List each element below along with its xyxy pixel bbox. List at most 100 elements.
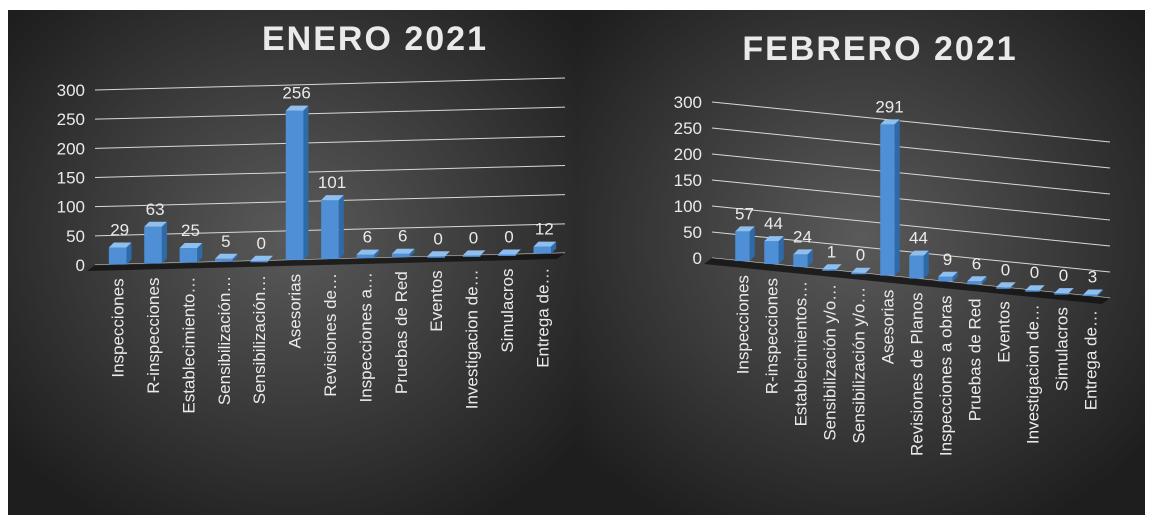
y-tick-label: 0 bbox=[693, 249, 702, 268]
data-label: 0 bbox=[1001, 260, 1010, 279]
bar-top bbox=[498, 249, 521, 255]
grid-line bbox=[711, 179, 1111, 221]
data-label: 24 bbox=[793, 227, 812, 246]
bar bbox=[179, 248, 198, 263]
x-tick-label: R-inspecciones bbox=[763, 278, 782, 394]
y-tick-label: 50 bbox=[66, 227, 85, 246]
bar bbox=[250, 260, 269, 263]
bar-top bbox=[427, 251, 450, 257]
bar-side bbox=[1097, 289, 1103, 297]
bar-top bbox=[880, 119, 900, 125]
bar-side bbox=[981, 276, 987, 285]
floor bbox=[87, 253, 565, 271]
x-tick-label: Investigacion de… bbox=[463, 269, 482, 409]
data-label: 101 bbox=[318, 173, 346, 192]
y-tick-label: 150 bbox=[674, 171, 702, 190]
x-tick-label: Eventos bbox=[995, 301, 1014, 362]
data-label: 63 bbox=[146, 200, 165, 219]
bar bbox=[108, 247, 127, 265]
bar-top bbox=[851, 267, 871, 273]
bar-top bbox=[250, 255, 274, 261]
grid-line bbox=[94, 106, 566, 120]
y-tick-label: 50 bbox=[683, 223, 702, 242]
data-label: 25 bbox=[181, 221, 200, 240]
data-label: 0 bbox=[856, 246, 865, 265]
data-label: 0 bbox=[469, 228, 478, 247]
chart-title: FEBRERO 2021 bbox=[742, 30, 1017, 68]
bar bbox=[462, 255, 481, 257]
bar-top bbox=[533, 241, 557, 247]
x-tick-label: Pruebas de Red bbox=[392, 271, 411, 394]
data-label: 0 bbox=[1030, 263, 1039, 282]
bar-top bbox=[793, 249, 813, 255]
bar bbox=[967, 281, 982, 285]
bar-side bbox=[338, 195, 344, 259]
x-tick-label: Establecimiento… bbox=[179, 277, 198, 414]
x-tick-label: Establecimientos… bbox=[792, 281, 811, 427]
grid-line bbox=[711, 153, 1111, 195]
data-label: 1 bbox=[827, 242, 836, 261]
data-label: 0 bbox=[256, 234, 265, 253]
bar-top bbox=[822, 264, 842, 270]
data-label: 6 bbox=[398, 227, 407, 246]
bar-top bbox=[321, 195, 344, 201]
data-label: 256 bbox=[282, 84, 310, 103]
y-tick-label: 200 bbox=[57, 139, 85, 158]
x-tick-label: R-inspecciones bbox=[144, 278, 163, 394]
grid-line bbox=[711, 205, 1111, 247]
bar-top bbox=[1083, 289, 1103, 295]
x-tick-label: Entrega de… bbox=[533, 268, 552, 368]
bar bbox=[321, 200, 339, 259]
bar bbox=[822, 269, 837, 271]
x-tick-label: Revisiones de Planos bbox=[908, 293, 927, 456]
bar bbox=[909, 255, 924, 279]
bar-side bbox=[126, 242, 132, 265]
bar bbox=[1083, 294, 1098, 297]
bar-side bbox=[232, 253, 238, 262]
x-tick-label: Sensibilización… bbox=[215, 276, 234, 405]
data-label: 44 bbox=[909, 229, 928, 248]
grid-line bbox=[94, 165, 566, 178]
data-label: 5 bbox=[221, 232, 230, 251]
y-tick-label: 250 bbox=[674, 119, 702, 138]
bar-top bbox=[462, 250, 486, 256]
grid-line bbox=[94, 77, 566, 91]
bar-side bbox=[551, 241, 557, 254]
bar bbox=[533, 246, 552, 254]
chart-title: ENERO 2021 bbox=[262, 20, 488, 58]
y-tick-label: 0 bbox=[76, 256, 85, 275]
data-label: 9 bbox=[943, 250, 952, 269]
floor bbox=[704, 258, 1110, 304]
bar-top bbox=[996, 282, 1016, 288]
bar-top bbox=[1025, 285, 1045, 291]
bar bbox=[851, 272, 866, 275]
x-tick-label: Asesorias bbox=[879, 290, 898, 365]
bar bbox=[880, 124, 895, 276]
x-tick-label: Sensibilización y/o… bbox=[850, 287, 869, 444]
bar-side bbox=[374, 249, 380, 259]
bar-side bbox=[807, 249, 813, 267]
x-tick-label: Inspecciones a… bbox=[356, 272, 375, 402]
bar bbox=[735, 231, 750, 262]
bar-side bbox=[409, 248, 415, 258]
y-tick-label: 250 bbox=[57, 110, 85, 129]
bar bbox=[285, 110, 304, 260]
bar-side bbox=[894, 119, 900, 276]
x-tick-label: Revisiones de… bbox=[321, 273, 340, 397]
y-tick-label: 300 bbox=[674, 93, 702, 112]
bar-top bbox=[108, 242, 132, 248]
bar bbox=[427, 256, 445, 258]
x-tick-label: Sensibilización y/o… bbox=[821, 284, 840, 441]
data-label: 57 bbox=[735, 204, 754, 223]
bar-side bbox=[778, 236, 784, 264]
panel bbox=[577, 10, 1145, 515]
x-tick-label: Sensibilización… bbox=[250, 275, 269, 404]
bar-top bbox=[391, 248, 415, 254]
x-tick-label: Eventos bbox=[427, 270, 446, 331]
bar-top bbox=[285, 105, 309, 111]
bar-side bbox=[197, 243, 203, 263]
y-tick-label: 300 bbox=[57, 81, 85, 100]
y-tick-label: 150 bbox=[57, 169, 85, 188]
x-tick-label: Inspecciones bbox=[109, 278, 128, 377]
